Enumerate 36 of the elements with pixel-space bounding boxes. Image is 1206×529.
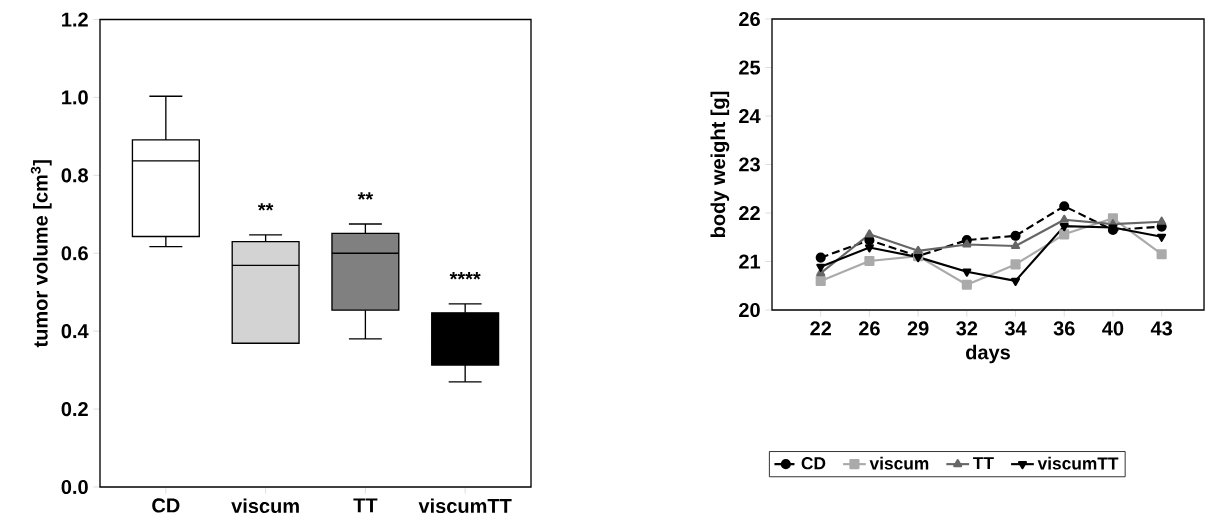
y-axis-title: body weight [g] [710,91,730,238]
y-tick-label: 25 [739,60,761,75]
y-tick-label: 22 [739,206,760,220]
y-tick-label: 24 [739,109,761,123]
legend-label: TT [973,457,994,470]
legend-label: viscum [869,456,929,470]
x-tick-label: 34 [1004,321,1027,336]
annotation: **** [449,272,481,280]
y-tick-label: 1.2 [62,12,88,27]
x-tick-label: 22 [810,321,832,336]
y-tick-label: 26 [739,11,760,27]
x-tick-label: 36 [1053,321,1075,336]
annotation: ** [357,192,374,200]
y-tick-label: 20 [739,302,760,318]
y-tick-label: 0.6 [61,246,88,261]
y-tick-label: 23 [739,157,760,172]
y-tick-label: 0.8 [61,168,88,183]
y-tick-label: 0.2 [61,402,88,417]
x-tick-label: 40 [1102,321,1124,336]
y-tick-label: 1.0 [62,90,88,105]
y-tick-label: 0.4 [61,324,89,339]
x-tick-label: CD [152,498,180,513]
x-tick-label: TT [353,498,378,513]
x-tick-label: 29 [907,321,929,336]
y-tick-label: 0.0 [61,479,88,495]
x-tick-label: 43 [1150,321,1173,336]
x-tick-label: viscumTT [418,498,512,514]
legend-label: viscumTT [1037,456,1119,470]
legend-label: CD [801,457,826,470]
y-tick-label: 21 [739,254,761,269]
y-axis-title: tumor volume [cm$^{3}$] [30,160,52,348]
x-tick-label: 32 [956,321,978,336]
x-tick-label: viscum [231,498,299,514]
annotation: ** [257,203,274,211]
x-axis-title: days [966,344,1010,364]
x-tick-label: 26 [858,321,880,336]
